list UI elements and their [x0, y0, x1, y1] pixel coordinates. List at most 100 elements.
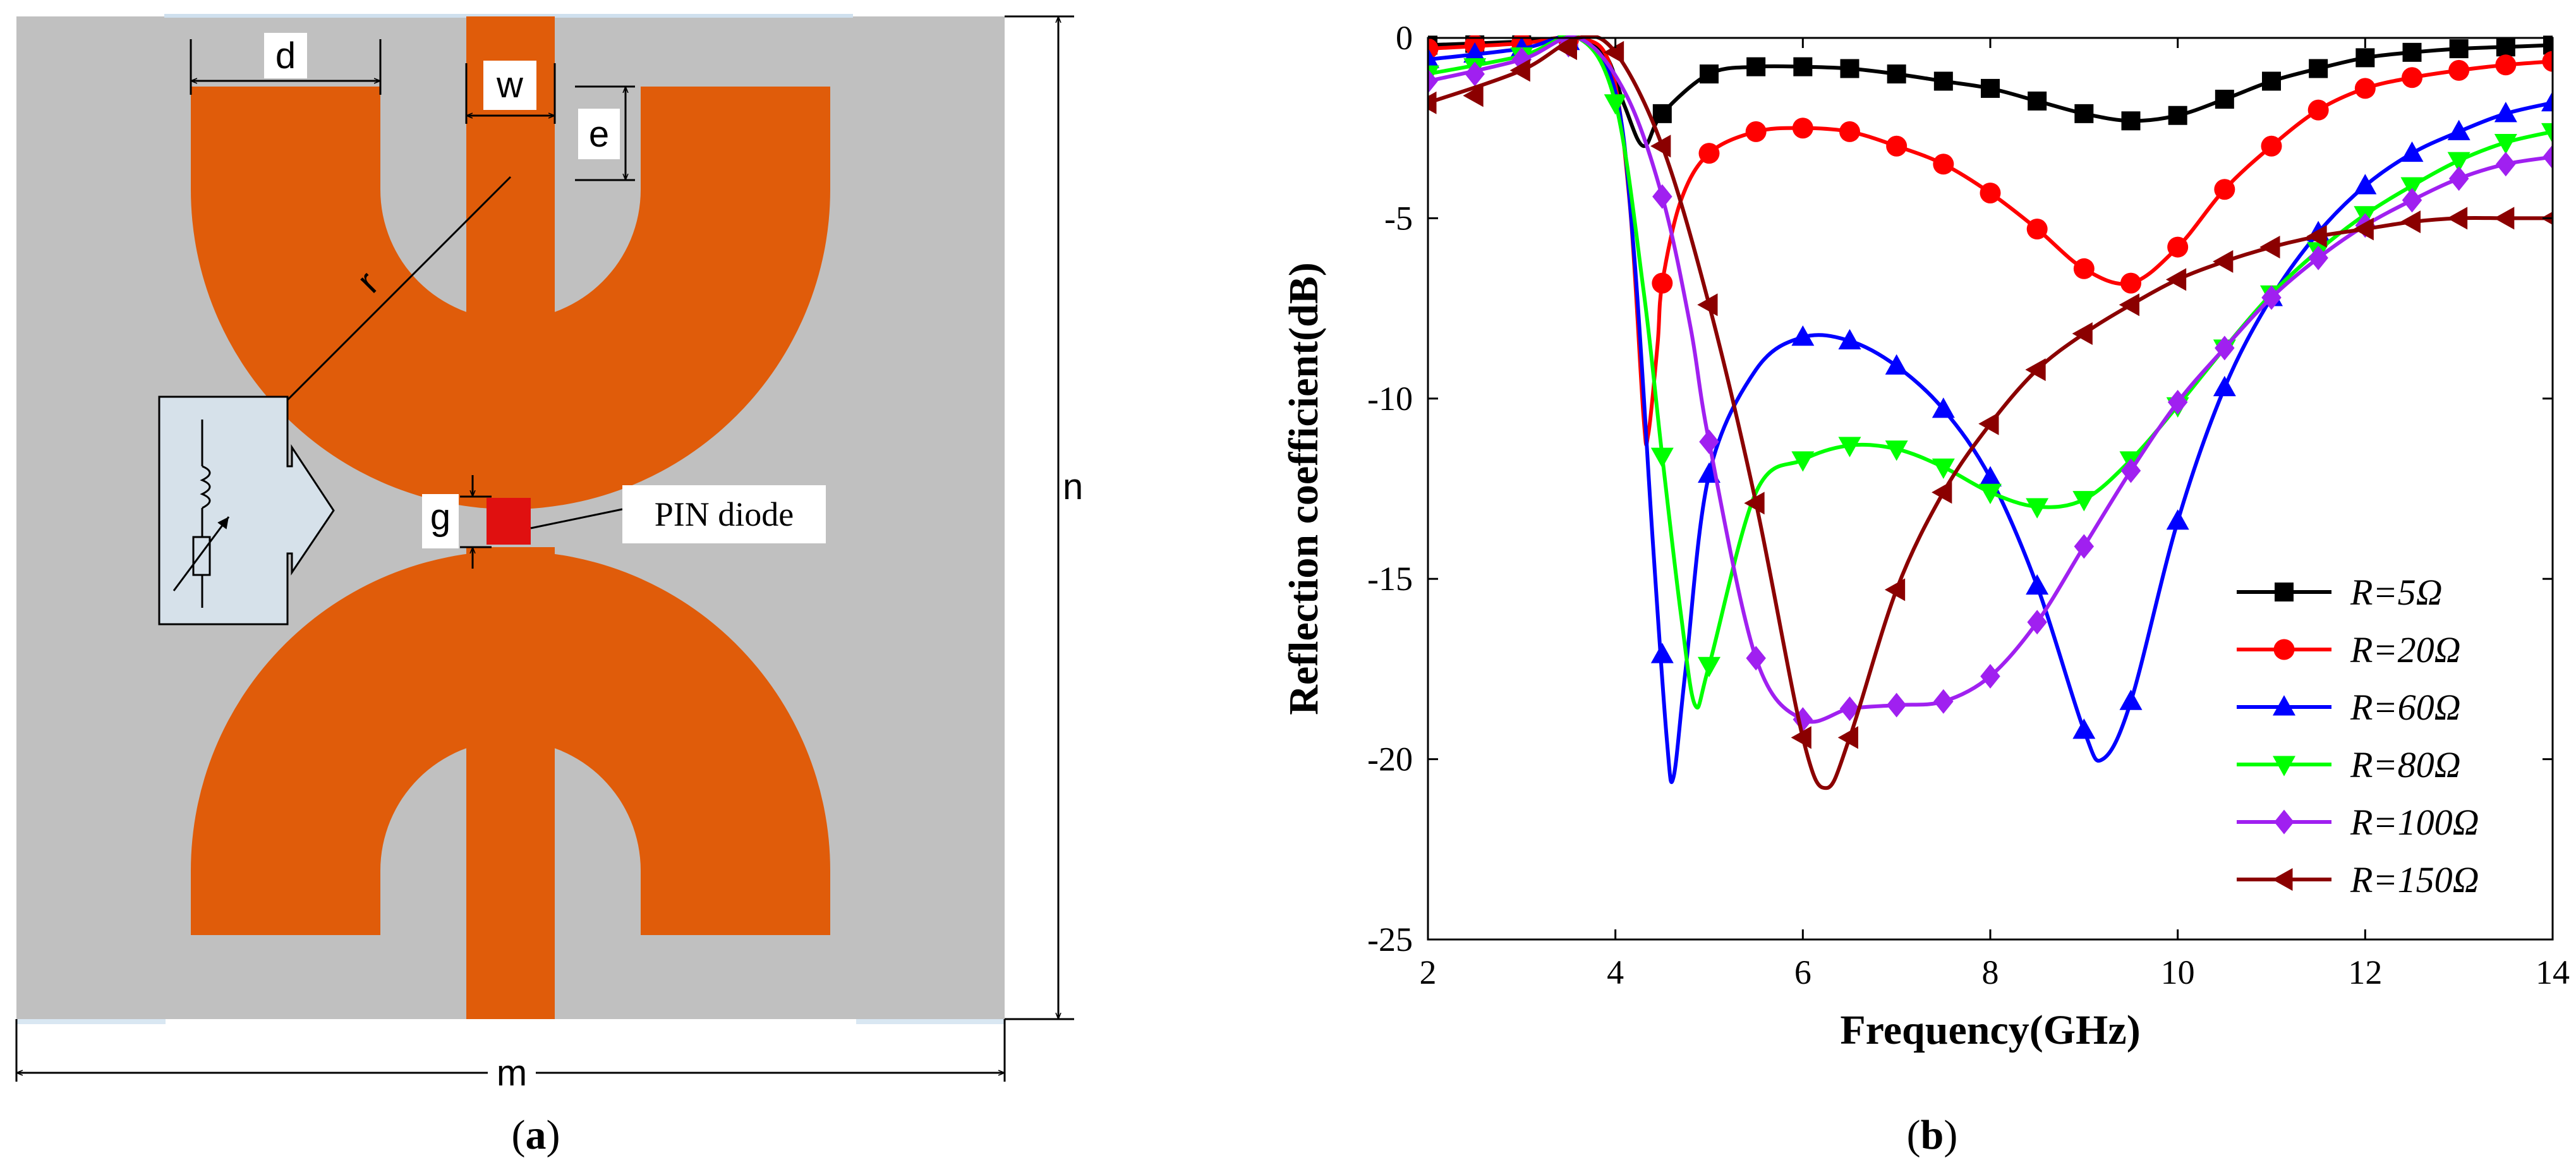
- pin-diode: [487, 498, 531, 545]
- data-point: [1978, 412, 1999, 435]
- data-point: [2215, 335, 2235, 361]
- series-line: [1428, 35, 2553, 724]
- x-tick-label: 10: [2161, 953, 2195, 991]
- legend-label: R=5Ω: [2350, 572, 2443, 613]
- legend-label: R=20Ω: [2350, 629, 2461, 670]
- data-point: [1744, 492, 1765, 515]
- data-point: [1980, 663, 2000, 689]
- legend-item: R=150Ω: [2237, 859, 2479, 900]
- data-point: [2402, 42, 2422, 62]
- legend-label: R=80Ω: [2350, 744, 2461, 785]
- dim-d-label: d: [275, 35, 296, 76]
- dim-r-line: [282, 176, 512, 406]
- data-point: [1428, 68, 1438, 94]
- data-point: [1933, 71, 1953, 91]
- x-tick-label: 8: [1982, 953, 1999, 991]
- data-point: [2449, 39, 2469, 59]
- legend-label: R=150Ω: [2350, 859, 2479, 900]
- dim-m-label: m: [497, 1053, 527, 1094]
- data-point: [2121, 111, 2141, 131]
- data-point: [2026, 574, 2049, 595]
- chart-series-layer: [1428, 35, 2553, 790]
- chart-axes-layer: 2 4 6 8 10 12 14 0 -5 -10 -15 -20 -25 Frequency(GHz) R…: [1281, 19, 2570, 1053]
- data-point: [1933, 689, 1954, 714]
- data-point: [1839, 121, 1860, 142]
- data-point: [2072, 718, 2096, 739]
- data-point: [2026, 219, 2048, 240]
- data-point: [1556, 37, 1577, 61]
- x-tick-label: 4: [1607, 953, 1624, 991]
- x-axis-label: Frequency(GHz): [1840, 1007, 2140, 1053]
- data-point: [2074, 534, 2095, 559]
- data-point: [2542, 51, 2553, 72]
- x-tick-label: 14: [2536, 953, 2570, 991]
- data-point: [2259, 236, 2280, 259]
- data-point: [2353, 217, 2374, 241]
- data-point: [2120, 272, 2141, 294]
- data-point: [1839, 696, 1860, 722]
- data-point: [2354, 78, 2376, 99]
- data-point: [2262, 71, 2281, 91]
- data-point: [2494, 102, 2517, 123]
- data-point: [2446, 207, 2468, 230]
- data-point: [2167, 390, 2188, 415]
- y-tick-label: -20: [1367, 740, 1413, 778]
- legend-label: R=60Ω: [2350, 687, 2461, 728]
- substrate-bottom-edge-right: [856, 1019, 1005, 1024]
- pin-diode-label: PIN diode: [655, 495, 794, 533]
- data-point: [2543, 144, 2553, 169]
- data-point: [2261, 135, 2282, 157]
- data-point: [1650, 447, 1674, 468]
- y-tick-label: -15: [1367, 560, 1413, 598]
- data-point: [2120, 458, 2141, 483]
- data-point: [2215, 90, 2234, 109]
- data-point: [2494, 207, 2515, 230]
- data-point: [1886, 692, 1907, 718]
- top-arc-patch: [191, 87, 830, 509]
- dim-m-label-bg: [488, 1053, 536, 1093]
- y-tick-label: -25: [1367, 921, 1413, 958]
- data-point: [2028, 91, 2047, 111]
- data-point: [1699, 429, 1719, 454]
- dim-e-label: e: [589, 114, 609, 155]
- data-point: [1700, 64, 1719, 84]
- data-point: [2026, 498, 2049, 519]
- data-point: [1979, 466, 2002, 486]
- legend-swatch-marker: [2273, 756, 2295, 776]
- data-point: [1698, 656, 1720, 677]
- data-point: [1932, 397, 1955, 418]
- data-point: [2448, 59, 2470, 81]
- data-point: [2354, 174, 2377, 195]
- data-point: [2495, 54, 2517, 76]
- data-point: [2119, 689, 2143, 710]
- dim-n-label: n: [1063, 466, 1083, 507]
- data-point: [2309, 59, 2328, 78]
- data-point: [1838, 329, 1861, 349]
- data-point: [1792, 118, 1813, 139]
- data-point: [1933, 154, 1954, 175]
- y-tick-label: -5: [1384, 199, 1413, 237]
- data-point: [1886, 135, 1908, 157]
- data-point: [2213, 250, 2234, 273]
- data-point: [1746, 57, 1766, 76]
- legend-item: R=100Ω: [2237, 802, 2479, 843]
- data-point: [1885, 440, 1908, 461]
- data-point: [1650, 643, 1674, 663]
- data-point: [2496, 152, 2516, 177]
- series-r-150-: [1428, 35, 2553, 790]
- data-point: [2400, 141, 2424, 162]
- data-point: [2165, 268, 2187, 291]
- data-point: [1791, 451, 1815, 472]
- data-point: [1837, 726, 1858, 749]
- data-point: [1463, 84, 1484, 107]
- data-point: [2402, 67, 2422, 88]
- data-point: [1981, 78, 2000, 98]
- data-point: [2168, 106, 2187, 125]
- data-point: [2400, 177, 2424, 198]
- data-point: [1745, 121, 1767, 142]
- y-tick-label: -10: [1367, 380, 1413, 418]
- data-point: [2072, 491, 2096, 512]
- pin-diode-label-bg: [622, 485, 826, 543]
- data-point: [1652, 184, 1672, 209]
- dim-w-label-bg: [483, 61, 536, 110]
